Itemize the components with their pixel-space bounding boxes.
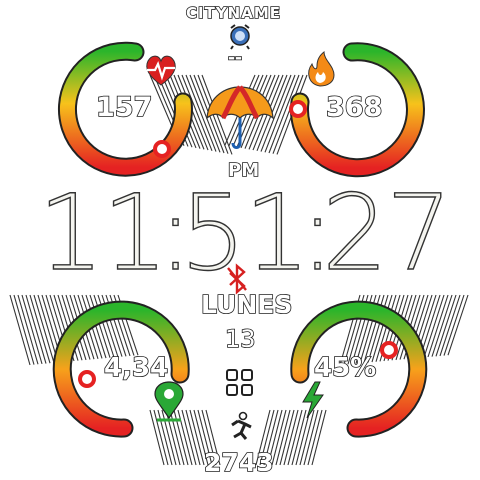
date-day: 13 — [224, 324, 256, 354]
time-separator-1: : — [157, 171, 193, 294]
distance-gauge[interactable] — [52, 300, 190, 438]
time-display: 11 : 51 : 27 — [30, 171, 453, 294]
battery-value: 45% — [313, 352, 377, 384]
runner-icon — [231, 411, 252, 440]
step-count: 2743 — [203, 447, 274, 478]
apps-grid-icon[interactable] — [226, 369, 253, 396]
location-pin-icon — [154, 381, 184, 422]
flame-icon — [308, 51, 335, 87]
calories-gauge[interactable] — [289, 42, 425, 178]
alarm-icon — [230, 24, 250, 50]
calories-value: 368 — [325, 91, 383, 124]
am-pm-indicator: PM — [227, 159, 260, 182]
time-hours: 11 — [37, 171, 169, 294]
battery-gauge[interactable] — [290, 300, 428, 438]
day-name: LUNES — [200, 289, 293, 320]
weather-temperature: -- — [227, 47, 243, 69]
distance-value: 4,34 — [103, 352, 169, 384]
city-name: CITYNAME — [185, 3, 282, 23]
battery-bolt-icon — [302, 381, 324, 419]
bluetooth-disconnected-icon — [227, 263, 247, 295]
heart-rate-marker — [153, 140, 171, 158]
heart-rate-gauge[interactable] — [57, 41, 193, 177]
heart-rate-value: 157 — [95, 91, 153, 124]
umbrella-icon — [206, 85, 274, 149]
time-minutes: 51 — [179, 171, 311, 294]
time-seconds: 27 — [321, 171, 453, 294]
battery-marker — [380, 341, 398, 359]
time-separator-2: : — [299, 171, 335, 294]
heart-rate-icon — [146, 55, 176, 86]
distance-marker — [78, 370, 96, 388]
calories-marker — [289, 100, 307, 118]
